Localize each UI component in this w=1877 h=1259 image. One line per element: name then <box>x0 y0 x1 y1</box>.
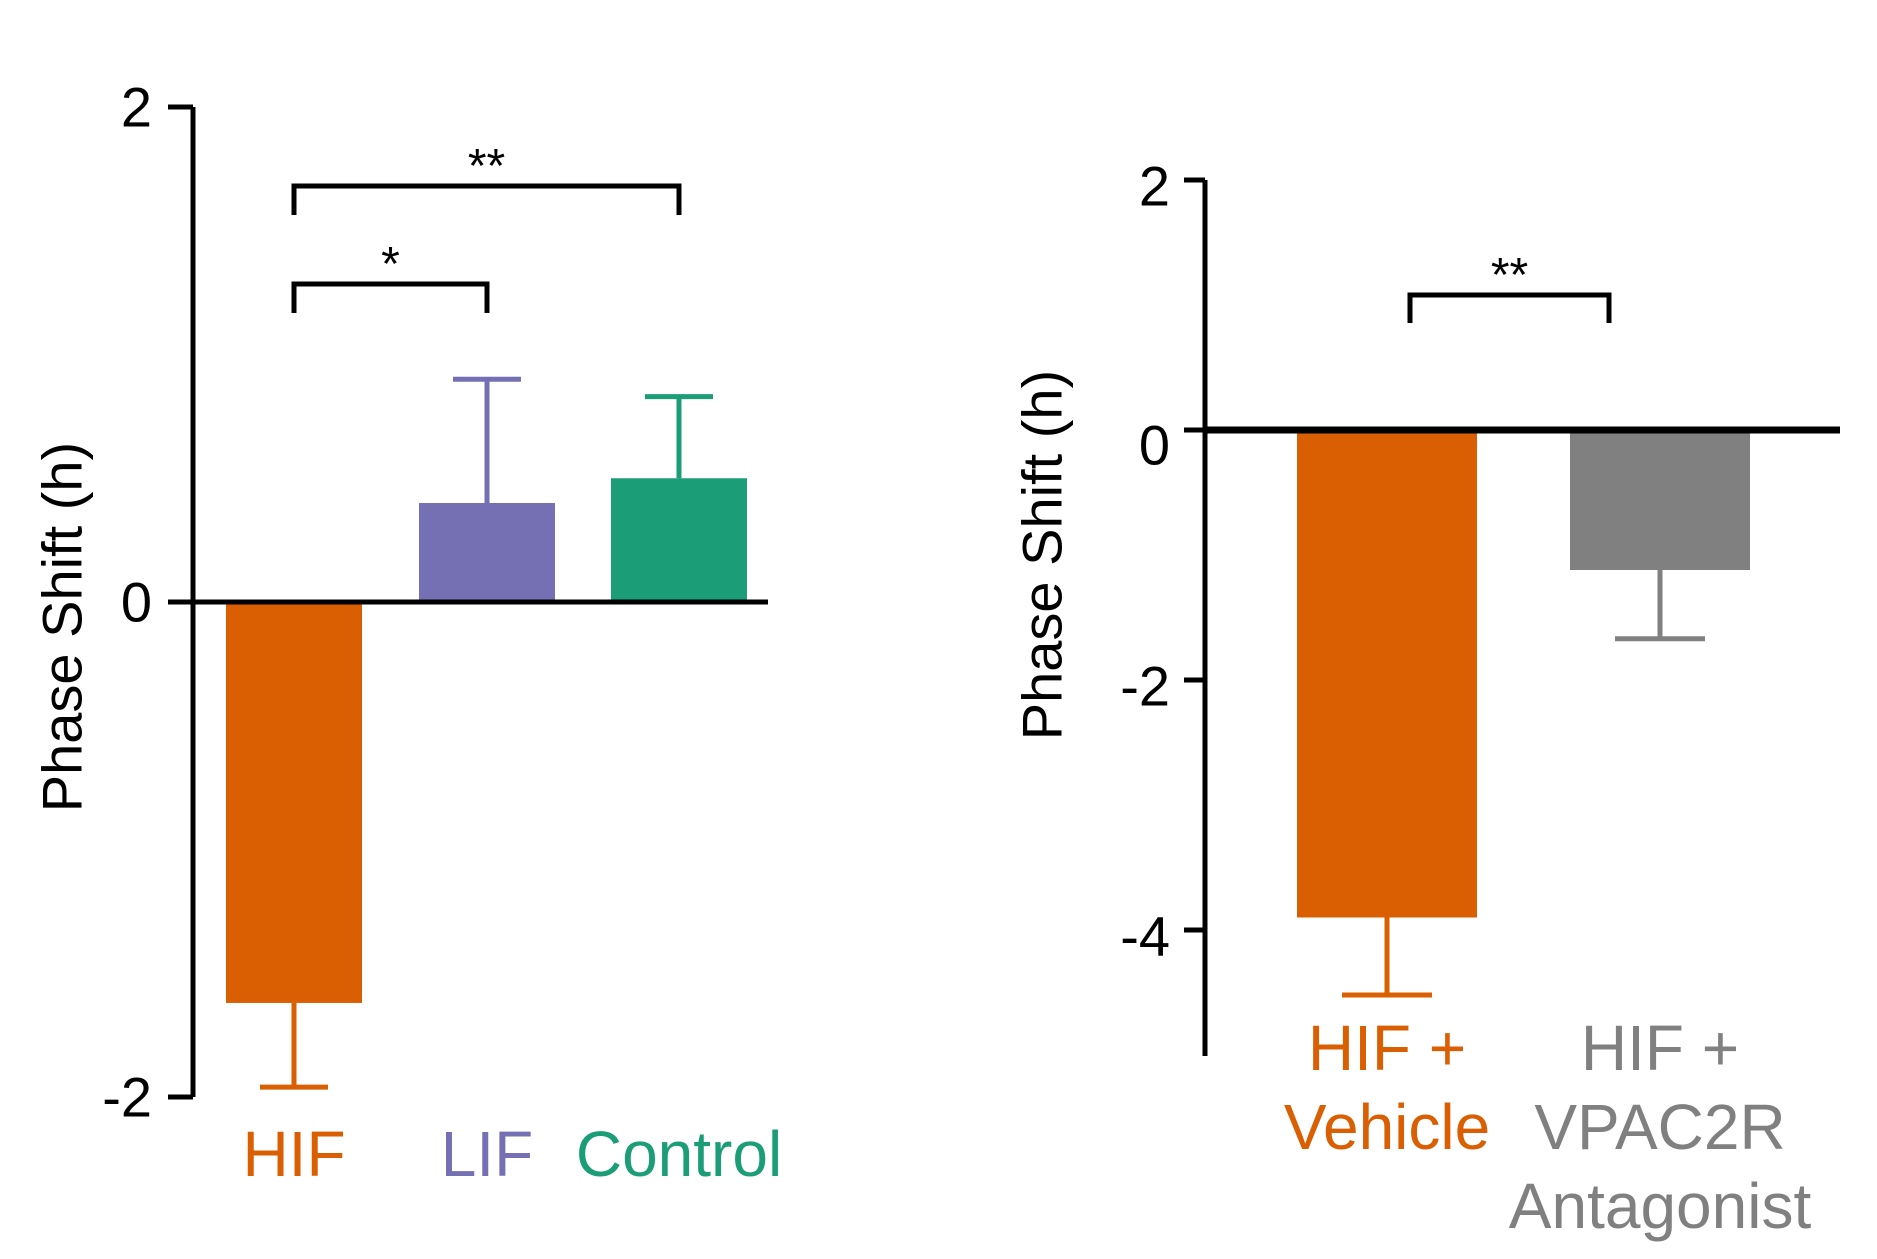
chart1-significance-bracket-0: * <box>291 238 490 313</box>
chart1-category-label-0: HIF <box>242 1118 345 1190</box>
chart2-significance-label-0: ** <box>1491 249 1528 302</box>
chart2-bar-0 <box>1297 430 1477 918</box>
chart2-category-label-1: HIF + VPAC2R Antagonist <box>1509 1012 1812 1242</box>
chart1-category-label-2: Control <box>576 1118 782 1190</box>
chart2-tick-label-0: 0 <box>1139 414 1170 477</box>
chart-1: 2 0 -2 Phase Shift (h) *** HIF LIF Control <box>31 76 783 1191</box>
chart1-tick-label-2: 2 <box>121 76 152 139</box>
chart1-tick-label-0: 0 <box>121 571 152 634</box>
chart2-bars <box>1297 430 1750 998</box>
chart1-error-bar-2 <box>645 394 713 479</box>
chart1-significance-bracket-1: ** <box>291 140 682 215</box>
chart1-x-labels: HIF LIF Control <box>242 1118 782 1190</box>
chart2-tick-label-neg2: -2 <box>1120 655 1170 718</box>
chart1-error-bar-0 <box>260 1002 328 1090</box>
chart1-bar-2 <box>611 478 747 602</box>
chart-2: 2 0 -2 -4 Phase Shift (h) ** HIF + Vehicl… <box>1011 155 1840 1242</box>
chart2-error-bar-1 <box>1615 570 1705 642</box>
chart1-significance-label-1: ** <box>468 140 505 193</box>
chart2-tick-label-2: 2 <box>1139 155 1170 218</box>
chart1-error-bar-1 <box>453 376 521 503</box>
chart1-category-label-1: LIF <box>441 1118 533 1190</box>
chart2-bar-1 <box>1570 430 1750 570</box>
chart2-significance-bracket-0: ** <box>1407 249 1612 323</box>
chart1-bar-1 <box>419 503 555 602</box>
chart2-tick-label-neg4: -4 <box>1120 905 1170 968</box>
chart1-y-axis-label: Phase Shift (h) <box>31 442 94 812</box>
chart1-bar-0 <box>226 602 362 1003</box>
chart2-error-bar-0 <box>1342 917 1432 998</box>
chart1-bars <box>226 376 747 1090</box>
chart1-significance-label-0: * <box>381 238 400 291</box>
chart1-tick-label-neg2: -2 <box>102 1066 152 1129</box>
chart1-significance: *** <box>291 140 682 313</box>
chart2-y-axis-label: Phase Shift (h) <box>1011 370 1074 740</box>
chart2-category-label-0: HIF + Vehicle <box>1284 1012 1490 1163</box>
chart2-significance: ** <box>1407 249 1612 323</box>
